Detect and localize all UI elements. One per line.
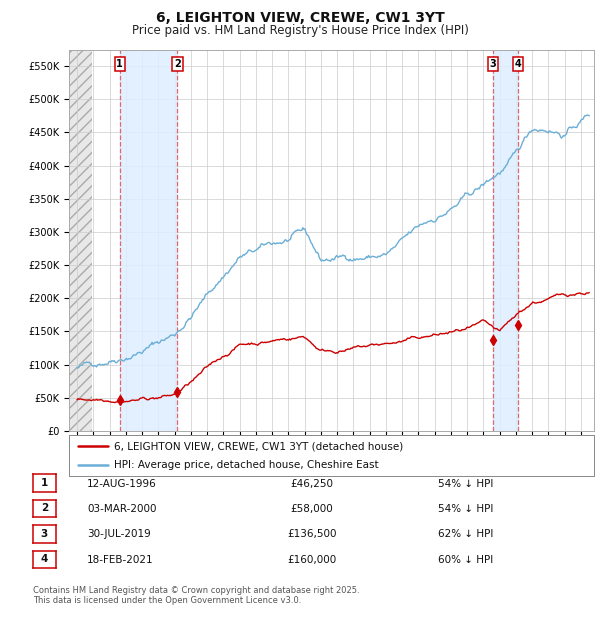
Text: £46,250: £46,250 bbox=[290, 479, 334, 489]
Text: 4: 4 bbox=[41, 554, 48, 564]
Text: 62% ↓ HPI: 62% ↓ HPI bbox=[438, 529, 493, 539]
Bar bbox=[120, 50, 178, 431]
Text: 2: 2 bbox=[41, 503, 48, 513]
Bar bbox=[69, 50, 92, 431]
Text: 3: 3 bbox=[490, 59, 496, 69]
Text: 18-FEB-2021: 18-FEB-2021 bbox=[87, 555, 154, 565]
Text: 1: 1 bbox=[41, 478, 48, 488]
Text: HPI: Average price, detached house, Cheshire East: HPI: Average price, detached house, Ches… bbox=[113, 459, 378, 470]
Text: 3: 3 bbox=[41, 529, 48, 539]
Text: 03-MAR-2000: 03-MAR-2000 bbox=[87, 504, 157, 514]
Text: 2: 2 bbox=[174, 59, 181, 69]
Bar bbox=[493, 50, 518, 431]
Text: 54% ↓ HPI: 54% ↓ HPI bbox=[438, 479, 493, 489]
Text: 12-AUG-1996: 12-AUG-1996 bbox=[87, 479, 157, 489]
Text: 54% ↓ HPI: 54% ↓ HPI bbox=[438, 504, 493, 514]
Text: 60% ↓ HPI: 60% ↓ HPI bbox=[438, 555, 493, 565]
Bar bbox=[69, 50, 92, 431]
Text: This data is licensed under the Open Government Licence v3.0.: This data is licensed under the Open Gov… bbox=[33, 596, 301, 606]
Text: 30-JUL-2019: 30-JUL-2019 bbox=[87, 529, 151, 539]
Text: 6, LEIGHTON VIEW, CREWE, CW1 3YT (detached house): 6, LEIGHTON VIEW, CREWE, CW1 3YT (detach… bbox=[113, 441, 403, 451]
Text: £136,500: £136,500 bbox=[287, 529, 337, 539]
Text: 6, LEIGHTON VIEW, CREWE, CW1 3YT: 6, LEIGHTON VIEW, CREWE, CW1 3YT bbox=[155, 11, 445, 25]
Text: 4: 4 bbox=[515, 59, 521, 69]
Text: Contains HM Land Registry data © Crown copyright and database right 2025.: Contains HM Land Registry data © Crown c… bbox=[33, 586, 359, 595]
Text: 1: 1 bbox=[116, 59, 123, 69]
Text: £160,000: £160,000 bbox=[287, 555, 337, 565]
Text: £58,000: £58,000 bbox=[290, 504, 334, 514]
Text: Price paid vs. HM Land Registry's House Price Index (HPI): Price paid vs. HM Land Registry's House … bbox=[131, 24, 469, 37]
